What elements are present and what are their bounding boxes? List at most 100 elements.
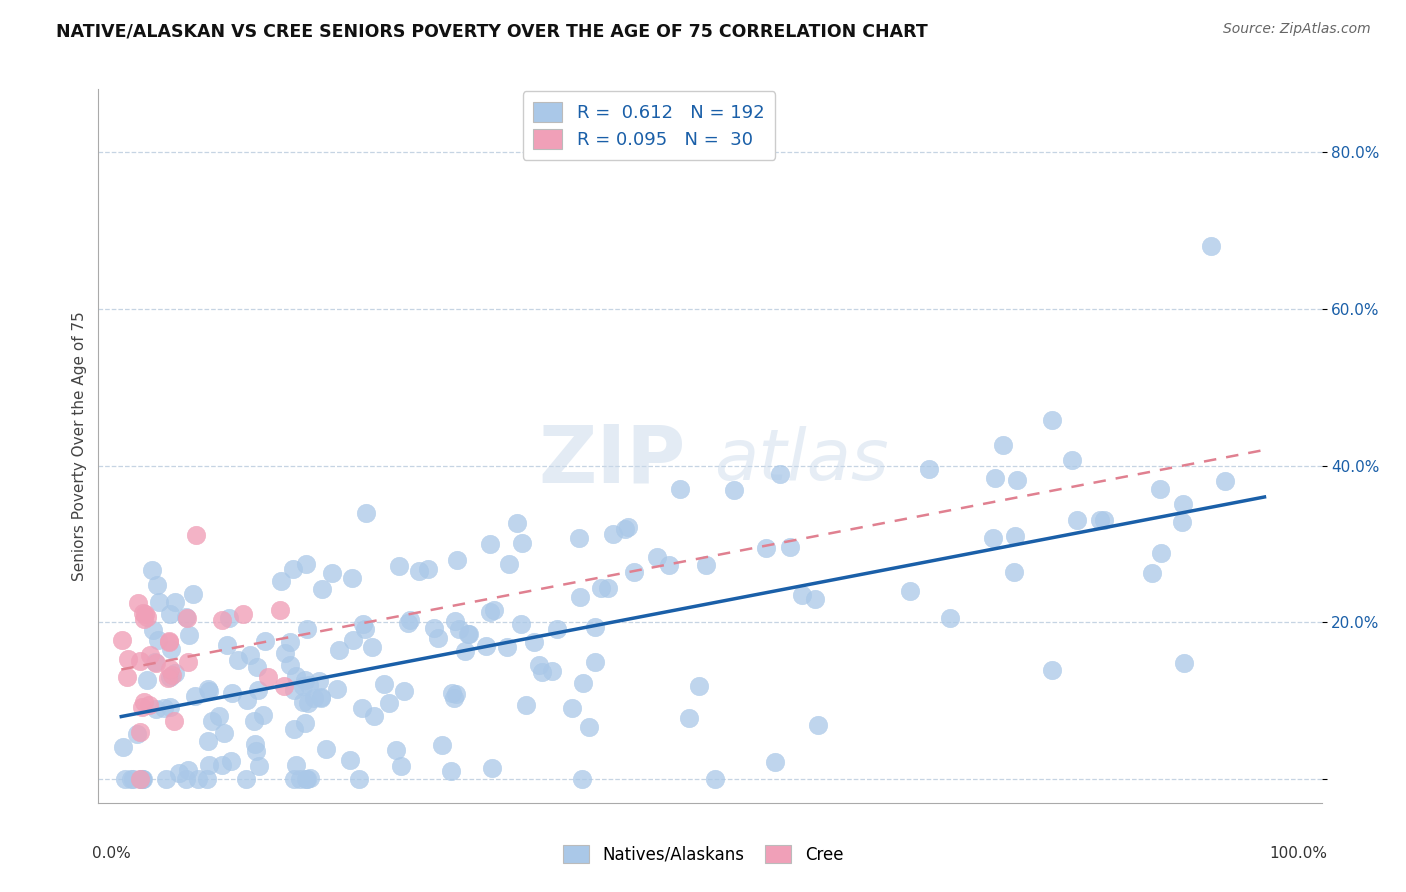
Point (578, 720, 600, 734)
Point (235, 693, 257, 707)
Point (159, 700, 181, 714)
Point (422, 621, 444, 635)
Point (1213, 475, 1236, 489)
Point (440, 764, 463, 779)
Point (295, 622, 318, 636)
Point (572, 675, 595, 690)
Point (523, 635, 546, 649)
Point (217, 638, 239, 652)
Point (389, 758, 412, 772)
Point (211, 613, 233, 627)
Point (198, 683, 221, 698)
Point (269, 603, 291, 617)
Point (347, 772, 370, 787)
Text: Source: ZipAtlas.com: Source: ZipAtlas.com (1223, 22, 1371, 37)
Point (898, 584, 921, 599)
Point (804, 591, 827, 606)
Point (704, 772, 727, 787)
Point (765, 755, 787, 769)
Point (426, 631, 449, 645)
Point (918, 461, 941, 475)
Point (790, 588, 813, 602)
Point (302, 690, 325, 705)
Point (408, 564, 430, 578)
Point (1150, 546, 1173, 560)
Point (145, 702, 167, 716)
Point (561, 701, 583, 715)
Point (145, 656, 167, 670)
Point (131, 772, 153, 787)
Point (285, 668, 308, 682)
Point (176, 763, 198, 777)
Point (430, 739, 453, 753)
Point (283, 683, 305, 698)
Point (254, 633, 277, 648)
Point (120, 772, 142, 787)
Point (568, 531, 591, 545)
Point (291, 695, 314, 709)
Point (128, 725, 150, 739)
Point (177, 628, 200, 642)
Point (278, 657, 301, 672)
Point (1092, 513, 1115, 527)
Point (993, 438, 1015, 452)
Point (278, 635, 301, 649)
Point (416, 562, 439, 576)
Point (125, 727, 148, 741)
Point (373, 676, 395, 690)
Point (134, 607, 156, 621)
Point (221, 754, 243, 768)
Point (114, 772, 136, 787)
Point (623, 565, 645, 579)
Point (186, 772, 208, 787)
Legend: Natives/Alaskans, Cree: Natives/Alaskans, Cree (557, 838, 849, 871)
Point (938, 611, 960, 625)
Point (377, 696, 399, 710)
Point (981, 532, 1004, 546)
Point (457, 627, 479, 641)
Point (602, 526, 624, 541)
Point (688, 679, 710, 693)
Point (658, 558, 681, 573)
Point (527, 658, 550, 673)
Point (309, 691, 332, 706)
Point (181, 587, 204, 601)
Point (291, 679, 314, 693)
Point (129, 772, 152, 787)
Point (159, 663, 181, 677)
Point (645, 550, 668, 565)
Point (136, 610, 159, 624)
Legend: R =  0.612   N = 192, R = 0.095   N =  30: R = 0.612 N = 192, R = 0.095 N = 30 (523, 91, 775, 160)
Point (360, 640, 382, 655)
Point (308, 673, 330, 688)
Point (165, 666, 187, 681)
Point (155, 772, 177, 787)
Point (111, 633, 134, 648)
Point (541, 665, 564, 679)
Point (396, 616, 419, 631)
Point (141, 563, 163, 577)
Point (157, 635, 180, 649)
Point (363, 709, 385, 723)
Point (297, 697, 319, 711)
Point (294, 673, 316, 687)
Point (129, 772, 152, 787)
Point (398, 613, 420, 627)
Point (143, 655, 166, 669)
Point (1140, 566, 1163, 581)
Point (295, 558, 318, 572)
Point (495, 640, 517, 654)
Point (197, 682, 219, 697)
Point (131, 772, 153, 787)
Point (252, 707, 274, 722)
Point (132, 607, 155, 621)
Point (163, 714, 186, 728)
Point (284, 758, 307, 772)
Point (134, 612, 156, 626)
Point (247, 759, 270, 773)
Point (127, 596, 149, 610)
Point (388, 559, 411, 574)
Point (441, 686, 464, 700)
Point (235, 772, 257, 787)
Point (122, 772, 145, 787)
